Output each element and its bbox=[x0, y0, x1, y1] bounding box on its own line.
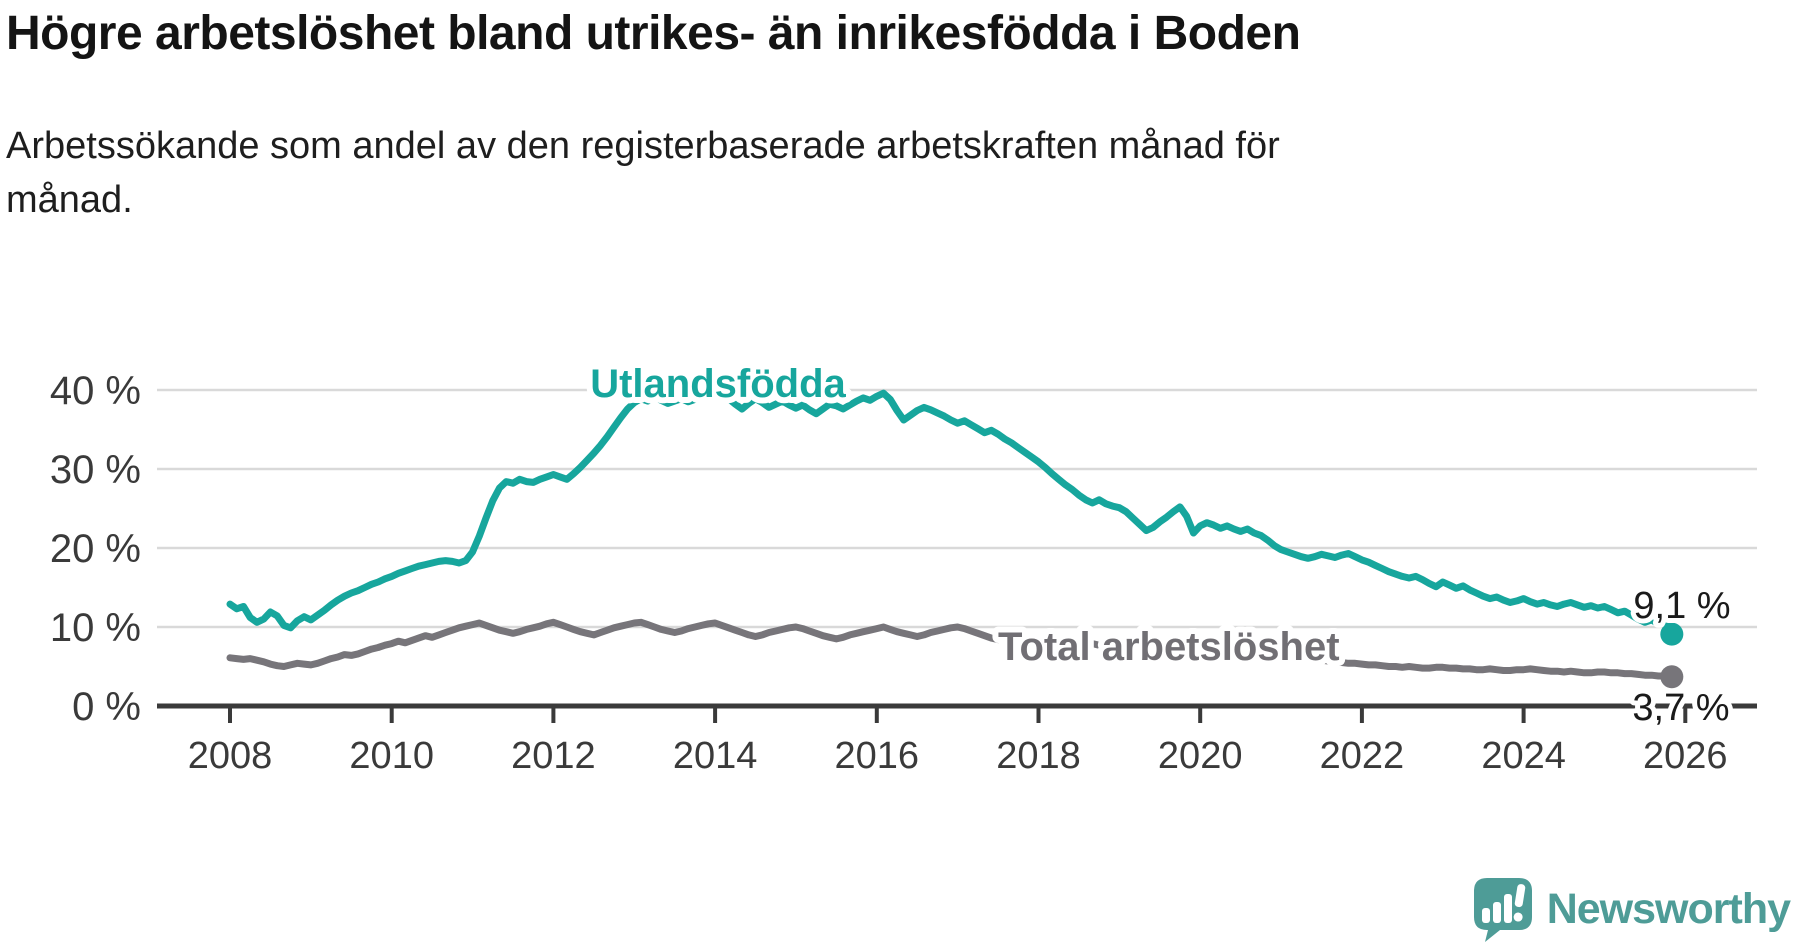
x-axis-label-2022: 2022 bbox=[1320, 735, 1405, 777]
y-axis-label-20: 20 % bbox=[50, 527, 141, 571]
series-label-utlandsfodda: Utlandsfödda bbox=[590, 362, 846, 406]
x-axis-label-2014: 2014 bbox=[673, 735, 758, 777]
chart-subtitle: Arbetssökande som andel av den registerb… bbox=[6, 120, 1506, 228]
x-axis-label-2008: 2008 bbox=[188, 735, 273, 777]
x-axis-label-2012: 2012 bbox=[511, 735, 596, 777]
y-axis-label-40: 40 % bbox=[50, 369, 141, 413]
x-axis-label-2024: 2024 bbox=[1481, 735, 1566, 777]
newsworthy-logo-text: Newsworthy bbox=[1546, 884, 1791, 933]
x-axis-label-2020: 2020 bbox=[1158, 735, 1243, 777]
newsworthy-logo-icon bbox=[1473, 878, 1532, 942]
chart-subtitle-line1: Arbetssökande som andel av den registerb… bbox=[6, 125, 1280, 167]
newsworthy-logo: Newsworthy bbox=[1472, 876, 1791, 942]
series-end-value-utlandsfodda: 9,1 % bbox=[1633, 585, 1730, 627]
series-line-utlandsfodda bbox=[226, 389, 1676, 638]
series-end-value-total: 3,7 % bbox=[1632, 687, 1729, 729]
x-axis-label-2026: 2026 bbox=[1643, 735, 1728, 777]
y-axis-label-0: 0 % bbox=[72, 685, 141, 729]
series-label-total: Total arbetslöshet bbox=[998, 625, 1340, 669]
chart-title: Högre arbetslöshet bland utrikes- än inr… bbox=[6, 7, 1301, 60]
series-end-dot-utlandsfodda bbox=[1660, 622, 1684, 646]
series-line-total bbox=[226, 618, 1676, 681]
unemployment-line-chart: 0 % 10 % 20 % 30 % 40 % 2008 2010 2012 2014 2016 2… bbox=[49, 362, 1757, 777]
series-end-dot-total bbox=[1660, 665, 1684, 689]
x-axis-label-2018: 2018 bbox=[996, 735, 1081, 777]
y-axis-label-30: 30 % bbox=[50, 448, 141, 492]
x-axis-label-2016: 2016 bbox=[835, 735, 920, 777]
y-axis-label-10: 10 % bbox=[50, 606, 141, 650]
chart-subtitle-line2: månad. bbox=[6, 178, 133, 221]
x-axis-label-2010: 2010 bbox=[349, 735, 434, 777]
